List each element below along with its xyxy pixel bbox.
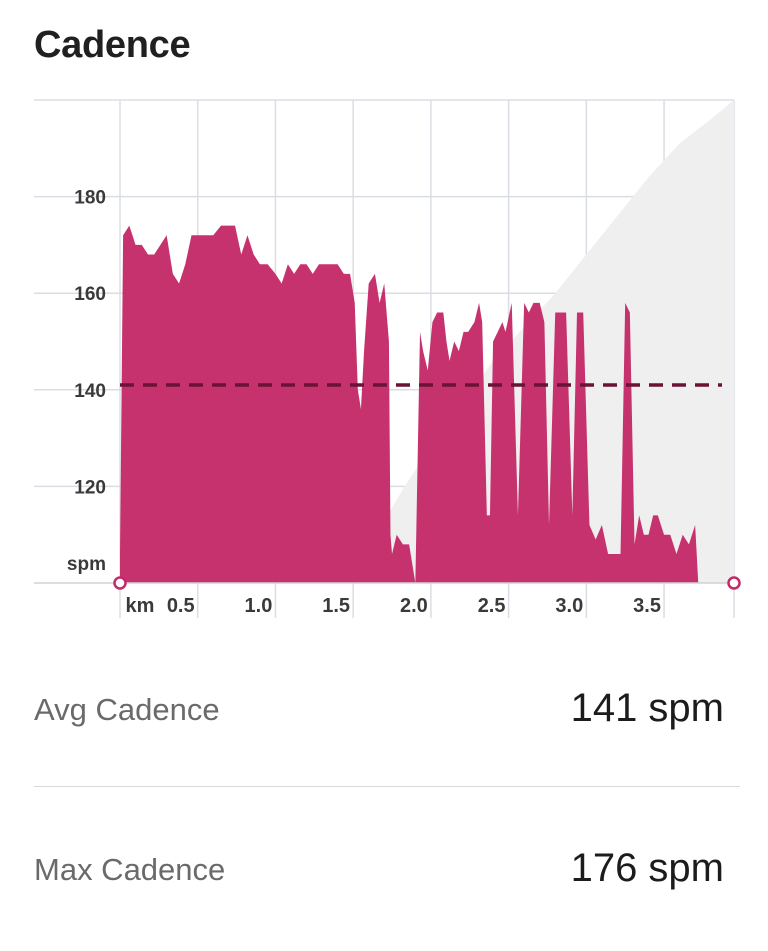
x-tick-label-5: 3.0 [555,595,583,617]
x-tick-label-3: 2.0 [400,595,428,617]
avg-cadence-label: Avg Cadence [34,692,220,727]
x-tick-label-6: 3.5 [633,595,661,617]
max-cadence-row: Max Cadence 176 spm [34,840,734,930]
avg-cadence-value: 141 spm [570,686,724,730]
y-tick-label-1: 160 [74,284,106,305]
stats-divider [34,786,740,787]
start-marker [113,576,127,590]
y-tick-label-0: 180 [74,188,106,209]
end-marker [727,576,741,590]
x-tick-label-2: 1.5 [322,595,350,617]
x-tick-label-1: 1.0 [245,595,273,617]
max-cadence-label: Max Cadence [34,852,226,887]
avg-cadence-row: Avg Cadence 141 spm [34,680,734,770]
x-tick-label-0: 0.5 [167,595,195,617]
x-tick-label-4: 2.5 [478,595,506,617]
x-unit-label: km [126,595,155,617]
cadence-area [120,225,699,583]
y-tick-label-2: 140 [74,381,106,402]
max-cadence-value: 176 spm [570,846,724,890]
y-unit-label: spm [67,554,106,575]
y-tick-label-3: 120 [74,477,106,498]
page-title: Cadence [34,24,191,66]
